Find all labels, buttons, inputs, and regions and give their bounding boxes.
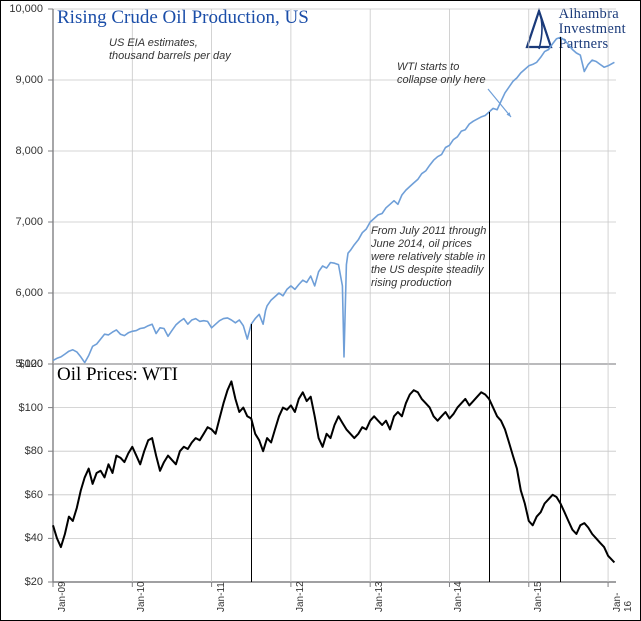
y-tick-label: $60: [25, 489, 43, 501]
y-tick-label: 6,000: [15, 287, 43, 299]
y-tick-label: 9,000: [15, 74, 43, 86]
x-axis: Jan-09 Jan-10 Jan-11 Jan-12 Jan-13 Jan-14 Jan-…: [53, 582, 616, 618]
x-tick-label: Jan-13: [374, 581, 385, 612]
y-tick-label: $20: [25, 576, 43, 588]
x-tick-label: Jan-16: [612, 593, 634, 612]
callout-line: [560, 37, 561, 582]
y-tick-label: 10,000: [9, 3, 43, 15]
y-tick-label: $40: [25, 532, 43, 544]
x-tick-label: Jan-09: [57, 581, 68, 612]
x-tick-label: Jan-10: [136, 581, 147, 612]
y-tick-label: $80: [25, 445, 43, 457]
bottom-chart-title: Oil Prices: WTI: [57, 364, 178, 386]
data-series: [53, 381, 614, 562]
y-tick-label: $120: [19, 358, 43, 370]
y-tick-label: 7,000: [15, 216, 43, 228]
bottom-plot-area: [53, 364, 616, 582]
bottom-y-axis: $20$40$60$80$100$120: [1, 364, 49, 582]
x-tick-label: Jan-11: [216, 582, 227, 612]
x-tick-label: Jan-15: [533, 581, 544, 612]
y-tick-label: 8,000: [15, 145, 43, 157]
bottom-chart: Oil Prices: WTI: [53, 364, 616, 582]
top-chart: Rising Crude Oil Production, US US EIA e…: [53, 9, 616, 364]
top-y-axis: 5,0006,0007,0008,0009,00010,000: [1, 9, 49, 364]
callout-line: [489, 112, 490, 582]
arrow-icon: [53, 9, 616, 364]
callout-line: [251, 324, 252, 582]
x-tick-label: Jan-14: [453, 581, 464, 612]
y-tick-label: $100: [19, 402, 43, 414]
x-tick-label: Jan-12: [295, 581, 306, 612]
